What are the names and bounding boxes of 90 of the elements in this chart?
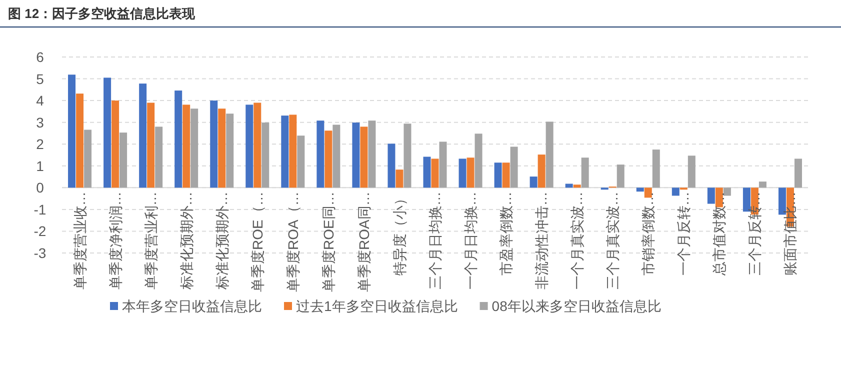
legend-label: 本年多空日收益信息比 xyxy=(122,298,262,314)
y-tick-label: -1 xyxy=(34,201,46,218)
bar xyxy=(794,158,802,188)
bar xyxy=(139,84,147,188)
bar xyxy=(281,116,289,188)
bar xyxy=(439,142,447,188)
bar xyxy=(530,176,538,188)
bar xyxy=(423,156,431,188)
x-tick-label: 一个月反转… xyxy=(676,192,692,276)
bar xyxy=(68,74,76,188)
bar xyxy=(565,184,573,188)
bar xyxy=(396,170,404,188)
y-tick-label: 4 xyxy=(36,92,44,109)
bar xyxy=(538,154,546,188)
bar xyxy=(494,162,502,188)
x-tick-label: 一个月真实波… xyxy=(569,192,586,290)
y-tick-label: 5 xyxy=(36,70,44,87)
x-tick-label: 总市值对数… xyxy=(711,192,728,277)
y-tick-label: 6 xyxy=(36,49,44,65)
bar xyxy=(388,144,396,188)
bar xyxy=(652,150,660,188)
y-tick-label: 0 xyxy=(36,180,44,196)
bar xyxy=(644,188,652,198)
bar xyxy=(474,134,482,188)
chart-title: 图 12：因子多空收益信息比表现 xyxy=(8,6,196,21)
bar xyxy=(458,158,466,188)
bar xyxy=(672,188,680,196)
bar xyxy=(758,182,766,188)
bar xyxy=(218,108,226,188)
legend-label: 08年以来多空日收益信息比 xyxy=(492,298,662,314)
x-tick-label: 三个月日均换… xyxy=(427,192,443,290)
bar xyxy=(112,100,120,188)
x-tick-label: 标准化预期外… xyxy=(178,192,194,291)
x-tick-label: 单季度ROA同… xyxy=(356,192,372,292)
bar xyxy=(262,122,270,188)
y-tick-label: 2 xyxy=(36,136,44,152)
bar xyxy=(174,90,182,188)
bar xyxy=(616,164,624,188)
x-tick-label: 一个月日均换… xyxy=(462,192,479,290)
x-tick-label: 单季度营业收… xyxy=(72,192,88,290)
x-tick-label: 单季度ROE（… xyxy=(249,192,266,292)
x-tick-label: 单季度净利润… xyxy=(107,192,124,290)
bar xyxy=(573,184,581,188)
bar xyxy=(352,122,360,188)
bar xyxy=(147,102,155,188)
x-tick-label: 单季度ROE同… xyxy=(320,192,336,292)
y-tick-label: -3 xyxy=(34,245,46,261)
bar xyxy=(182,104,190,188)
bar xyxy=(715,188,723,208)
bar xyxy=(431,158,439,188)
bar xyxy=(297,136,305,188)
bar xyxy=(636,188,644,192)
bar xyxy=(76,94,84,188)
bar xyxy=(190,108,198,188)
x-tick-label: 特异度（小） xyxy=(391,192,408,276)
bar xyxy=(316,120,324,188)
bar xyxy=(360,126,368,188)
x-tick-label: 市盈率倒数… xyxy=(498,192,514,276)
bar xyxy=(155,126,163,188)
bar xyxy=(104,78,112,188)
x-tick-label: 市销率倒数… xyxy=(640,192,656,276)
x-tick-label: 非流动性冲击… xyxy=(534,192,550,290)
x-tick-label: 单季度ROA（… xyxy=(284,192,301,292)
bar xyxy=(289,114,297,188)
bar xyxy=(581,158,589,188)
bar xyxy=(510,146,518,188)
x-tick-label: 三个月真实波… xyxy=(604,192,621,290)
bar xyxy=(210,100,218,188)
bar xyxy=(324,130,332,188)
bar xyxy=(466,158,474,188)
bar xyxy=(120,132,128,188)
y-tick-label: 1 xyxy=(36,158,44,174)
y-tick-label: -2 xyxy=(34,223,46,240)
bar xyxy=(368,120,376,188)
x-tick-label: 单季度营业利… xyxy=(142,192,159,290)
bar xyxy=(226,114,234,188)
bar xyxy=(84,130,92,188)
bar xyxy=(502,162,510,188)
bar xyxy=(254,102,262,188)
bar xyxy=(707,188,715,204)
legend-label: 过去1年多空日收益信息比 xyxy=(296,298,458,314)
x-tick-label: 标准化预期外… xyxy=(214,192,230,291)
x-tick-label: 账面市值比… xyxy=(782,192,798,276)
bar xyxy=(404,124,412,188)
bar xyxy=(688,156,696,188)
bar xyxy=(332,124,340,188)
bar xyxy=(546,122,554,188)
bar xyxy=(246,104,254,188)
y-tick-label: 3 xyxy=(36,114,44,130)
x-tick-label: 三个月反转… xyxy=(746,192,763,276)
